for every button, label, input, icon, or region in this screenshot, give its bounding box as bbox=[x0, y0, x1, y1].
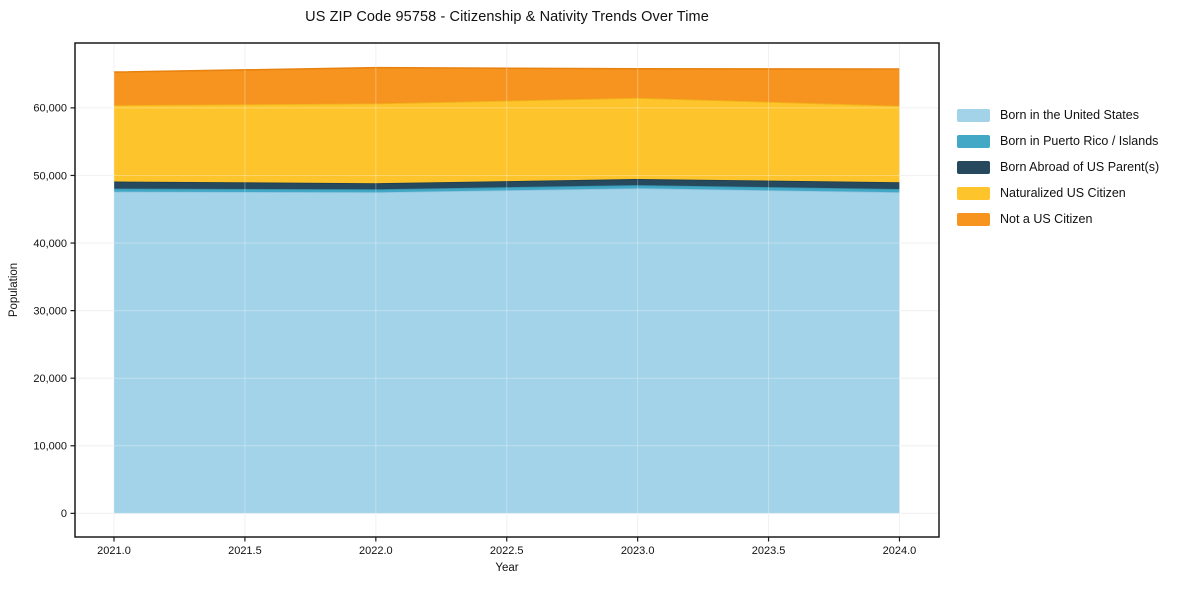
area-born-in-puerto-rico-islands bbox=[114, 185, 900, 193]
legend-label: Naturalized US Citizen bbox=[1000, 186, 1126, 200]
x-tick-label: 2021.0 bbox=[97, 545, 131, 557]
legend-item: Born in Puerto Rico / Islands bbox=[957, 128, 1159, 154]
chart-title: US ZIP Code 95758 - Citizenship & Nativi… bbox=[305, 9, 709, 25]
x-tick-label: 2021.5 bbox=[228, 545, 262, 557]
y-tick-label: 10,000 bbox=[33, 441, 67, 453]
area-edge bbox=[113, 178, 900, 185]
legend: Born in the United States Born in Puerto … bbox=[957, 102, 1159, 232]
area-born-in-the-united-states bbox=[114, 188, 900, 514]
legend-swatch bbox=[957, 134, 990, 148]
y-tick-label: 0 bbox=[61, 508, 67, 520]
legend-swatch bbox=[957, 160, 990, 174]
legend-label: Not a US Citizen bbox=[1000, 212, 1093, 226]
x-tick-label: 2023.5 bbox=[752, 545, 786, 557]
y-tick-label: 20,000 bbox=[33, 373, 67, 385]
legend-swatch bbox=[957, 212, 990, 226]
area-born-abroad-of-us-parent-s- bbox=[114, 179, 900, 190]
x-tick-label: 2022.0 bbox=[359, 545, 393, 557]
area-naturalized-us-citizen bbox=[114, 97, 900, 184]
y-tick-label: 30,000 bbox=[33, 305, 67, 317]
x-tick-label: 2022.5 bbox=[490, 545, 524, 557]
x-tick-label: 2024.0 bbox=[883, 545, 917, 557]
y-axis-label: Population bbox=[8, 262, 20, 318]
y-tick-label: 50,000 bbox=[33, 170, 67, 182]
legend-item: Naturalized US Citizen bbox=[957, 180, 1159, 206]
legend-swatch bbox=[957, 108, 990, 122]
x-tick-label: 2023.0 bbox=[621, 545, 655, 557]
legend-label: Born in the United States bbox=[1000, 108, 1139, 122]
y-tick-label: 60,000 bbox=[33, 103, 67, 115]
area-edge bbox=[113, 66, 900, 73]
legend-label: Born Abroad of US Parent(s) bbox=[1000, 160, 1160, 174]
x-axis-label: Year bbox=[495, 562, 519, 574]
legend-item: Not a US Citizen bbox=[957, 206, 1159, 232]
legend-item: Born Abroad of US Parent(s) bbox=[957, 154, 1159, 180]
y-tick-label: 40,000 bbox=[33, 238, 67, 250]
legend-item: Born in the United States bbox=[957, 102, 1159, 128]
area-not-a-us-citizen bbox=[114, 67, 900, 106]
legend-label: Born in Puerto Rico / Islands bbox=[1000, 134, 1159, 148]
legend-swatch bbox=[957, 186, 990, 200]
